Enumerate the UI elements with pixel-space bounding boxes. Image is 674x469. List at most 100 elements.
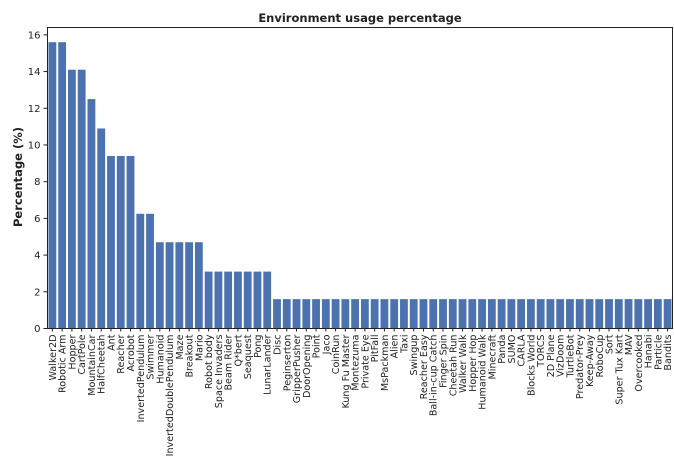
bar <box>370 299 379 329</box>
bar <box>556 299 565 329</box>
bar <box>253 271 262 329</box>
x-tick-label: InvertedDoublePendulum <box>165 335 176 457</box>
x-tick-label: Keep-Away <box>585 334 596 387</box>
x-tick-label: Sort <box>605 334 616 354</box>
bar <box>68 69 76 329</box>
y-axis-label: Percentage (%) <box>11 127 25 227</box>
x-tick-label: PitFall <box>370 335 381 363</box>
bar <box>116 155 125 329</box>
bar <box>136 213 145 329</box>
bar <box>507 299 516 329</box>
x-tick-label: Disc <box>272 335 283 355</box>
bar <box>214 271 223 329</box>
bar <box>273 299 281 329</box>
y-tick-label: 10 <box>28 140 41 151</box>
x-tick-label: Maze <box>175 334 186 359</box>
bar <box>419 299 428 329</box>
bar <box>175 242 184 329</box>
bar <box>585 299 594 329</box>
bar <box>243 271 252 329</box>
x-tick-label: Bandits <box>663 335 674 371</box>
bar <box>360 299 369 329</box>
y-tick-label: 12 <box>28 104 41 115</box>
x-tick-label: MAV <box>624 334 635 355</box>
bar <box>566 299 574 329</box>
x-tick-label: Blocks World <box>526 335 537 397</box>
bar <box>204 271 213 329</box>
x-tick-label: Panda <box>497 335 508 364</box>
y-axis: 0 2 4 6 8 10 12 14 16 <box>28 30 48 335</box>
bar <box>292 299 301 329</box>
x-tick-label: Pong <box>253 335 264 358</box>
x-tick-label: Walker Walk <box>458 334 469 393</box>
bar <box>653 299 662 329</box>
x-tick-label: Super Tux Kart <box>614 334 625 404</box>
bar <box>390 299 399 329</box>
bar <box>331 299 340 329</box>
x-tick-label: InvertedPendulum <box>136 335 147 423</box>
bar <box>487 299 496 329</box>
x-tick-label: VizDoom <box>556 335 567 378</box>
bar <box>224 271 233 329</box>
x-tick-label: TORCS <box>536 335 547 368</box>
bar <box>351 299 360 329</box>
bar <box>409 299 418 329</box>
x-tick-label: LunarLander <box>263 334 274 394</box>
bar <box>517 299 526 329</box>
bar <box>194 242 203 329</box>
bar <box>595 299 604 329</box>
bar <box>605 299 613 329</box>
x-tick-label: CoinRun <box>331 335 342 375</box>
x-tick-label: Kung Fu Master <box>341 334 352 408</box>
x-tick-label: Ant <box>106 334 117 351</box>
x-tick-label: Point <box>312 334 323 358</box>
x-tick-label: Walker2D <box>48 335 59 381</box>
bar <box>536 299 545 329</box>
x-tick-label: CartPole <box>77 334 88 374</box>
bar <box>282 299 291 329</box>
y-tick-label: 0 <box>34 324 40 335</box>
x-tick-label: Acrobot <box>126 334 137 371</box>
bar <box>234 271 242 329</box>
x-tick-label: MountainCar <box>87 334 98 395</box>
bar <box>663 299 672 329</box>
bar <box>146 213 154 329</box>
bar <box>165 242 174 329</box>
x-tick-label: Seaquest <box>243 334 254 379</box>
y-tick-label: 2 <box>34 287 40 298</box>
bar <box>77 69 86 329</box>
bar <box>458 299 467 329</box>
chart-title: Environment usage percentage <box>258 11 462 25</box>
bar <box>644 299 652 329</box>
x-tick-label: Mario <box>194 334 205 361</box>
x-tick-label: Predator-Prey <box>575 334 586 399</box>
bar <box>614 299 623 329</box>
y-tick-label: 14 <box>28 67 41 78</box>
x-tick-label: HalfCheetah <box>97 335 108 394</box>
x-tick-label: Overcooked <box>634 335 645 392</box>
x-tick-label: Q*bert <box>233 334 244 366</box>
bar <box>624 299 633 329</box>
x-tick-label: SUMO <box>507 334 518 363</box>
x-tick-label: RoboCup <box>595 335 606 378</box>
bar <box>448 299 457 329</box>
bar <box>58 42 67 329</box>
x-tick-label: Particle <box>653 334 664 370</box>
bar <box>97 128 106 329</box>
y-tick-label: 8 <box>34 177 40 188</box>
bar <box>478 299 486 329</box>
bar <box>380 299 389 329</box>
x-tick-label: Alien <box>390 335 401 359</box>
bar <box>429 299 438 329</box>
bar <box>107 155 115 329</box>
bar <box>126 155 135 329</box>
bar <box>575 299 584 329</box>
bar <box>312 299 320 329</box>
x-tick-label: Space Invaders <box>214 334 225 408</box>
bar <box>321 299 330 329</box>
x-tick-label: CARLA <box>517 334 528 366</box>
x-tick-label: Ball-in-cup Catch <box>429 335 440 417</box>
x-tick-label: Taxi <box>399 335 410 355</box>
